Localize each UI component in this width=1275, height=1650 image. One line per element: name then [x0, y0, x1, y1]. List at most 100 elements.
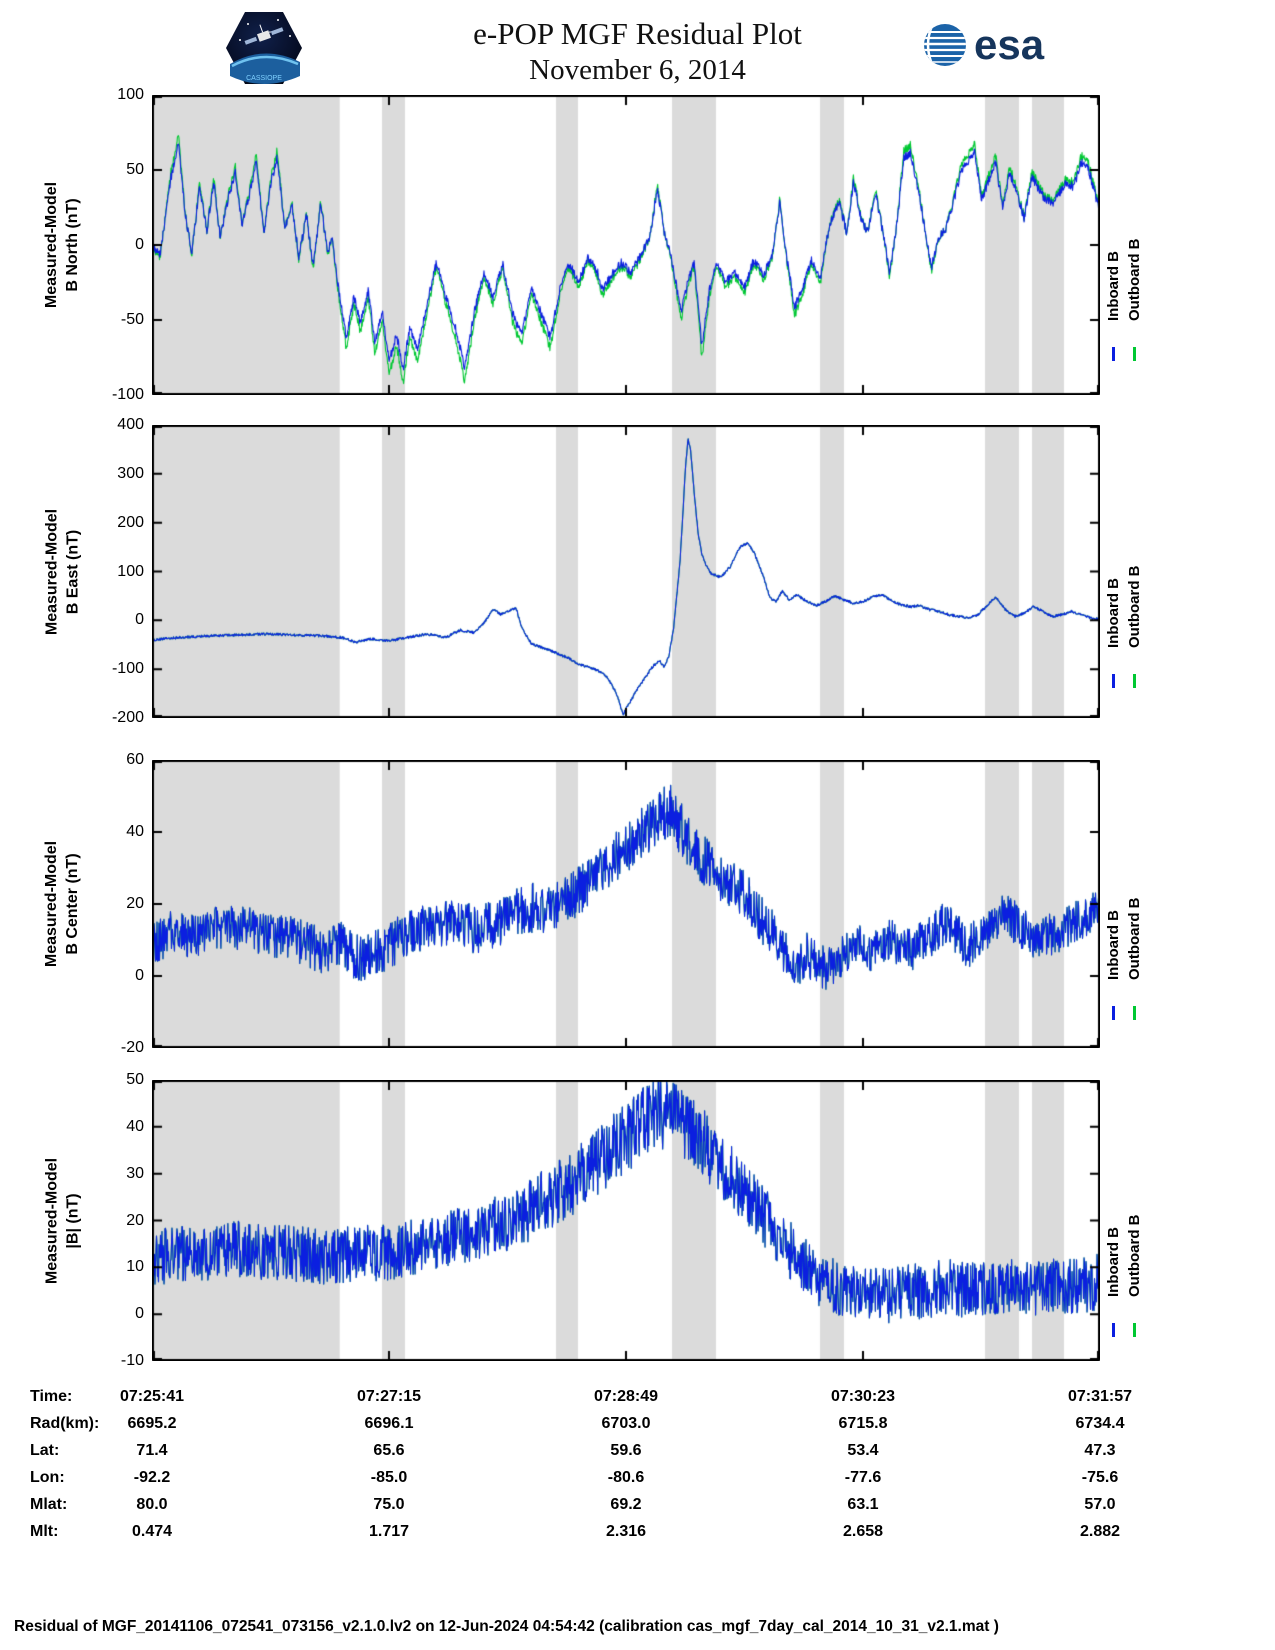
table-row-label: Rad(km): [30, 1415, 100, 1432]
table-value: 63.1 [847, 1496, 879, 1513]
table-value: 47.3 [1084, 1442, 1116, 1459]
y-tick-label: 50 [126, 161, 144, 178]
legend-inboard-label: Inboard B [1105, 577, 1122, 648]
page-title: e-POP MGF Residual Plot [473, 16, 802, 51]
esa-emblem-icon [924, 24, 966, 66]
y-tick-label: -100 [111, 386, 144, 403]
y-tick-labels: 50 40 30 20 10 0 -10 [84, 1071, 144, 1369]
table-value: 07:31:57 [1067, 1388, 1133, 1405]
legend-inboard-label: Inboard B [1105, 251, 1122, 321]
esa-logo: esa [922, 22, 1044, 68]
table-value: 2.316 [605, 1523, 647, 1540]
legend-outboard-label: Outboard B [1126, 1214, 1143, 1298]
table-value: 2.658 [842, 1523, 884, 1540]
legend-b-magnitude: Inboard B Outboard B [1104, 1087, 1144, 1338]
y-tick-label: 0 [135, 611, 144, 629]
y-tick-label: -10 [120, 1352, 144, 1369]
y-axis-label-line2: B Center (nT) [64, 853, 81, 955]
table-value: 53.4 [847, 1442, 879, 1459]
legend-outboard-label: Outboard B [1126, 897, 1143, 981]
table-value: 07:27:15 [356, 1388, 422, 1405]
table-value: 07:25:41 [119, 1388, 185, 1405]
cassiope-patch-graphic: CASSIOPE [222, 9, 306, 87]
y-tick-label: 0 [135, 236, 144, 253]
legend-b-east: Inboard B Outboard B [1104, 438, 1144, 688]
y-axis-label-line2: B North (nT) [64, 198, 81, 292]
ephemeris-table: Time: 07:25:41 07:27:15 07:28:49 07:30:23 07:… [0, 1388, 1275, 1558]
page-subtitle: November 6, 2014 [529, 54, 746, 86]
outboard-color-swatch-icon [1133, 1323, 1136, 1338]
legend-b-north: Inboard B Outboard B [1104, 111, 1144, 361]
table-value: 75.0 [373, 1496, 405, 1513]
table-row-label: Time: [30, 1388, 73, 1405]
esa-wordmark: esa [974, 21, 1045, 68]
y-tick-labels: 60 40 20 0 -20 [84, 751, 144, 1056]
y-axis-label-line1: Measured-Model [43, 840, 60, 968]
table-row-label: Lat: [30, 1442, 60, 1459]
table-value: 65.6 [373, 1442, 405, 1459]
table-value: 6703.0 [601, 1415, 651, 1432]
y-tick-label: 0 [135, 1305, 144, 1323]
table-value: 6734.4 [1075, 1415, 1125, 1432]
plot-canvas-bnorth [152, 95, 1100, 395]
table-value: 0.474 [131, 1523, 173, 1540]
y-tick-label: 30 [126, 1164, 144, 1182]
y-axis-label-b-magnitude: Measured-Model |B| (nT) [41, 1080, 83, 1361]
table-value: 71.4 [136, 1442, 168, 1459]
y-tick-label: 50 [126, 1071, 144, 1088]
table-value: 69.2 [610, 1496, 642, 1513]
legend-row-inboard: Inboard B [1104, 1087, 1123, 1338]
legend-row-inboard: Inboard B [1104, 438, 1123, 688]
legend-row-outboard: Outboard B [1125, 1087, 1144, 1338]
y-axis-label-line1: Measured-Model [43, 1157, 60, 1284]
table-value: 6696.1 [364, 1415, 414, 1432]
legend-row-inboard: Inboard B [1104, 111, 1123, 361]
y-tick-label: -20 [120, 1039, 144, 1056]
y-tick-label: -50 [120, 311, 144, 328]
table-value: -85.0 [370, 1469, 408, 1486]
outboard-color-swatch-icon [1133, 1006, 1136, 1021]
y-tick-label: 40 [126, 1117, 144, 1135]
y-axis-label-b-center: Measured-Model B Center (nT) [41, 760, 83, 1048]
outboard-color-swatch-icon [1133, 673, 1136, 688]
y-tick-label: 40 [126, 823, 144, 840]
y-tick-label: -100 [111, 660, 144, 678]
y-tick-label: 20 [126, 1211, 144, 1229]
table-value: 07:28:49 [593, 1388, 659, 1405]
legend-outboard-label: Outboard B [1126, 238, 1143, 322]
table-value: 6695.2 [127, 1415, 177, 1432]
y-tick-label: 400 [117, 416, 144, 433]
table-value: 59.6 [610, 1442, 642, 1459]
cassiope-patch-label: CASSIOPE [246, 75, 282, 82]
table-row-label: Mlat: [30, 1496, 68, 1513]
y-tick-label: 300 [117, 464, 144, 482]
table-value: -77.6 [844, 1469, 882, 1486]
table-row-label: Lon: [30, 1469, 65, 1486]
legend-outboard-label: Outboard B [1126, 565, 1143, 648]
cassiope-mission-patch: CASSIOPE [218, 6, 310, 95]
y-tick-labels: 400 300 200 100 0 -100 -200 [84, 416, 144, 726]
table-value: 57.0 [1084, 1496, 1116, 1513]
y-tick-label: 200 [117, 513, 144, 531]
table-value: 80.0 [136, 1496, 168, 1513]
y-axis-label-b-north: Measured-Model B North (nT) [41, 95, 83, 395]
y-tick-label: 0 [135, 967, 144, 984]
inboard-color-swatch-icon [1112, 673, 1115, 688]
legend-inboard-label: Inboard B [1105, 910, 1122, 981]
y-tick-label: 20 [126, 895, 144, 912]
table-value: 1.717 [368, 1523, 410, 1540]
footer-text: Residual of MGF_20141106_072541_073156_v… [14, 1618, 999, 1635]
inboard-color-swatch-icon [1112, 1006, 1115, 1021]
y-axis-label-line2: |B| (nT) [64, 1192, 81, 1249]
table-value: -92.2 [133, 1469, 171, 1486]
legend-row-outboard: Outboard B [1125, 770, 1144, 1021]
plot-canvas-bmag [152, 1080, 1100, 1361]
inboard-color-swatch-icon [1112, 347, 1115, 361]
legend-row-inboard: Inboard B [1104, 770, 1123, 1021]
legend-row-outboard: Outboard B [1125, 438, 1144, 688]
panel-b-center: Measured-Model B Center (nT) 60 40 20 0 -20 … [0, 751, 1275, 1056]
panel-b-north: Measured-Model B North (nT) 100 50 0 -50 -10… [0, 86, 1275, 403]
plot-canvas-bcenter [152, 760, 1100, 1048]
table-row-label: Mlt: [30, 1523, 59, 1540]
